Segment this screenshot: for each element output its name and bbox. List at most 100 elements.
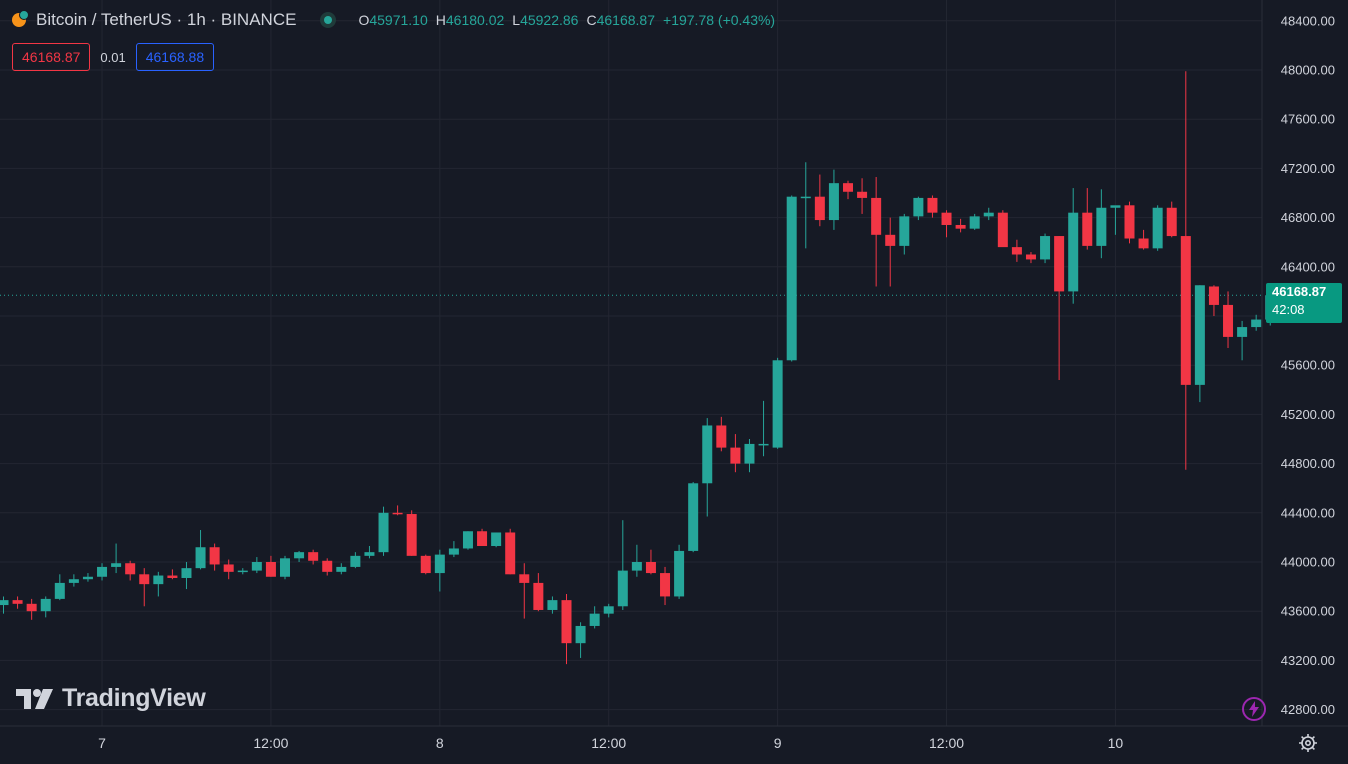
price-tick-label: 48000.00: [1281, 63, 1335, 78]
open-value: 45971.10: [369, 12, 428, 28]
time-axis[interactable]: 7 12:00 8 12:00 9 12:00 10: [98, 735, 1123, 751]
change-value: +197.78 (+0.43%): [663, 12, 776, 28]
candle-body: [125, 563, 136, 575]
candle-body: [617, 570, 628, 607]
candle-body: [448, 548, 459, 555]
candle: [575, 622, 586, 658]
candle-body: [350, 555, 361, 567]
candle: [645, 549, 656, 575]
candle-body: [505, 532, 516, 575]
candle-body: [322, 560, 333, 572]
settings-gear-icon[interactable]: [1297, 732, 1319, 754]
sell-button[interactable]: 46168.87: [12, 43, 91, 71]
candle: [1166, 201, 1177, 238]
candle: [392, 505, 403, 516]
candle: [744, 439, 755, 473]
candle: [251, 557, 262, 574]
price-tick-label: 46800.00: [1281, 210, 1335, 225]
price-axis[interactable]: 48400.00 48000.00 47600.00 47200.00 46800.00…: [1281, 13, 1335, 717]
candle: [519, 563, 530, 619]
candle-body: [195, 547, 206, 569]
candle: [195, 530, 206, 570]
candle-body: [1096, 207, 1107, 246]
price-tick-label: 47600.00: [1281, 112, 1335, 127]
candle-body: [1011, 247, 1022, 255]
candle: [364, 546, 375, 559]
candle-body: [12, 600, 23, 604]
candle: [983, 207, 994, 221]
tradingview-logo[interactable]: TradingView: [16, 684, 206, 713]
bar-countdown: 42:08: [1272, 302, 1305, 318]
candle-body: [336, 566, 347, 572]
candle-body: [674, 550, 685, 597]
candle: [280, 555, 290, 580]
candle-body: [82, 576, 93, 580]
candle-body: [1208, 286, 1219, 305]
candle-body: [828, 183, 839, 221]
candle-body: [1124, 205, 1135, 239]
candle: [969, 213, 980, 230]
symbol-title[interactable]: Bitcoin / TetherUS · 1h · BINANCE: [36, 10, 297, 29]
candle: [477, 528, 488, 547]
time-tick-label: 9: [774, 735, 782, 751]
candle-body: [575, 625, 586, 644]
candle-body: [519, 574, 530, 583]
candle-body: [308, 552, 319, 561]
price-tick-label: 43200.00: [1281, 653, 1335, 668]
candle-body: [1054, 236, 1065, 292]
candle-body: [1251, 319, 1262, 328]
candle: [716, 416, 727, 452]
candle-body: [702, 425, 713, 484]
price-tick-label: 44000.00: [1281, 555, 1335, 570]
candle-body: [1025, 254, 1036, 260]
candle: [167, 569, 178, 580]
market-status-icon[interactable]: [320, 12, 337, 28]
candle-body: [800, 196, 811, 199]
candle-body: [68, 579, 79, 583]
candle-body: [645, 562, 656, 574]
candle-body: [941, 212, 952, 225]
open-label: O: [358, 12, 370, 28]
tradingview-logo-text: TradingView: [62, 684, 206, 712]
time-tick-label: 12:00: [591, 735, 626, 751]
candle-body: [1194, 285, 1205, 385]
candle-body: [406, 514, 417, 556]
candle: [448, 541, 459, 558]
low-label: L: [512, 12, 521, 28]
candle: [1208, 285, 1219, 316]
price-tick-label: 43600.00: [1281, 604, 1335, 619]
low-value: 45922.86: [520, 12, 579, 28]
candle: [843, 180, 853, 200]
time-tick-label: 8: [436, 735, 444, 751]
candle: [26, 598, 37, 620]
candle-body: [167, 575, 178, 578]
candle: [913, 196, 924, 221]
candle-body: [561, 600, 572, 644]
candle-body: [294, 552, 305, 559]
buy-button[interactable]: 46168.88: [135, 43, 215, 71]
lightning-icon[interactable]: [1241, 696, 1267, 722]
price-tick-label: 44400.00: [1281, 505, 1335, 520]
candle-body: [251, 562, 262, 571]
candle-body: [209, 547, 220, 565]
candle: [899, 213, 910, 255]
candle: [1040, 233, 1051, 264]
close-value: 46168.87: [596, 12, 656, 28]
candle: [505, 528, 516, 575]
candle: [617, 520, 628, 610]
candle-body: [237, 570, 248, 573]
candle: [1025, 252, 1036, 264]
candle: [786, 195, 797, 362]
candle: [589, 606, 600, 629]
candle: [730, 434, 741, 473]
candle: [1054, 236, 1065, 380]
candle: [1110, 205, 1121, 235]
candle-body: [97, 566, 108, 577]
candle-body: [969, 216, 980, 229]
candle-body: [139, 574, 150, 585]
high-value: 46180.02: [445, 12, 505, 28]
candle: [1152, 205, 1163, 251]
candle-body: [1152, 207, 1163, 249]
candle: [955, 218, 966, 233]
